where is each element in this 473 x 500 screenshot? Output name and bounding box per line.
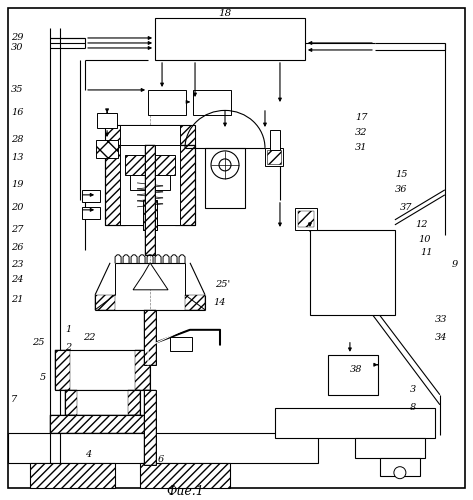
Bar	[380, 458, 420, 475]
Text: 12: 12	[415, 220, 428, 230]
Bar	[135, 350, 150, 390]
Bar	[50, 414, 150, 432]
Text: 27: 27	[11, 226, 24, 234]
Bar	[145, 145, 155, 255]
Bar	[65, 390, 140, 414]
Text: 37: 37	[400, 204, 412, 212]
Text: 17: 17	[355, 114, 368, 122]
Bar	[128, 390, 140, 414]
Text: 28: 28	[11, 136, 24, 144]
Text: 16: 16	[11, 108, 24, 118]
Text: 24: 24	[11, 276, 24, 284]
Bar	[175, 145, 195, 225]
Circle shape	[394, 466, 406, 478]
Bar	[148, 90, 186, 115]
Bar	[65, 390, 77, 414]
Text: 7: 7	[11, 395, 18, 404]
Text: 38: 38	[350, 365, 362, 374]
Bar	[145, 145, 155, 255]
Bar	[97, 113, 117, 128]
Text: 13: 13	[11, 154, 24, 162]
Text: 1: 1	[65, 326, 71, 334]
Bar	[265, 148, 283, 166]
Bar	[96, 140, 118, 158]
Bar	[120, 125, 180, 145]
Bar	[170, 337, 192, 351]
Text: 15: 15	[395, 170, 407, 179]
Bar	[185, 295, 205, 310]
Text: 11: 11	[420, 248, 432, 258]
Text: 10: 10	[418, 236, 430, 244]
Bar	[55, 350, 150, 390]
Polygon shape	[133, 263, 168, 290]
Bar	[144, 390, 156, 464]
Bar	[95, 295, 115, 310]
Text: 22: 22	[83, 334, 96, 342]
Text: 6: 6	[158, 455, 164, 464]
Bar	[310, 230, 395, 315]
Bar	[193, 90, 231, 115]
Bar	[328, 355, 378, 395]
Bar	[267, 150, 281, 164]
Bar	[105, 145, 195, 225]
Text: 20: 20	[11, 204, 24, 212]
Bar	[298, 211, 314, 227]
Text: 35: 35	[11, 86, 24, 94]
Bar	[140, 462, 230, 487]
Bar	[144, 310, 156, 365]
Bar	[143, 200, 157, 230]
Text: Фие.1: Фие.1	[166, 485, 204, 498]
Text: 33: 33	[435, 316, 447, 324]
Text: 21: 21	[11, 296, 24, 304]
Bar	[355, 438, 425, 458]
Text: 14: 14	[213, 298, 226, 308]
Text: 36: 36	[395, 186, 407, 194]
Bar	[130, 175, 170, 190]
Text: 29: 29	[11, 34, 24, 42]
Text: 18: 18	[219, 10, 232, 18]
Text: 9: 9	[452, 260, 458, 270]
Text: 30: 30	[11, 44, 24, 52]
Text: 8: 8	[410, 403, 416, 412]
Text: 25: 25	[32, 338, 44, 347]
Bar	[275, 408, 435, 438]
Bar	[120, 145, 180, 225]
Text: 19: 19	[11, 180, 24, 190]
Bar	[82, 190, 100, 202]
Text: 26: 26	[11, 244, 24, 252]
Bar	[50, 414, 150, 432]
Bar	[125, 155, 175, 175]
Text: 3: 3	[410, 385, 416, 394]
Bar	[270, 130, 280, 150]
Bar	[143, 200, 157, 230]
Circle shape	[211, 151, 239, 179]
Text: 31: 31	[355, 144, 368, 152]
Bar	[105, 125, 195, 145]
Bar	[144, 310, 156, 365]
Bar	[105, 145, 125, 225]
Text: 34: 34	[435, 334, 447, 342]
Bar	[205, 148, 245, 208]
Bar	[155, 18, 305, 60]
Text: 4: 4	[85, 450, 91, 459]
Bar	[55, 350, 70, 390]
Bar	[144, 390, 156, 464]
Text: 32: 32	[355, 128, 368, 138]
Bar	[82, 207, 100, 219]
Circle shape	[219, 159, 231, 171]
Text: 25': 25'	[215, 280, 230, 289]
Text: 2: 2	[65, 344, 71, 352]
Bar	[30, 462, 115, 487]
Bar	[295, 208, 317, 230]
Bar	[8, 432, 318, 462]
Text: 5: 5	[40, 373, 46, 382]
Text: 23: 23	[11, 260, 24, 270]
